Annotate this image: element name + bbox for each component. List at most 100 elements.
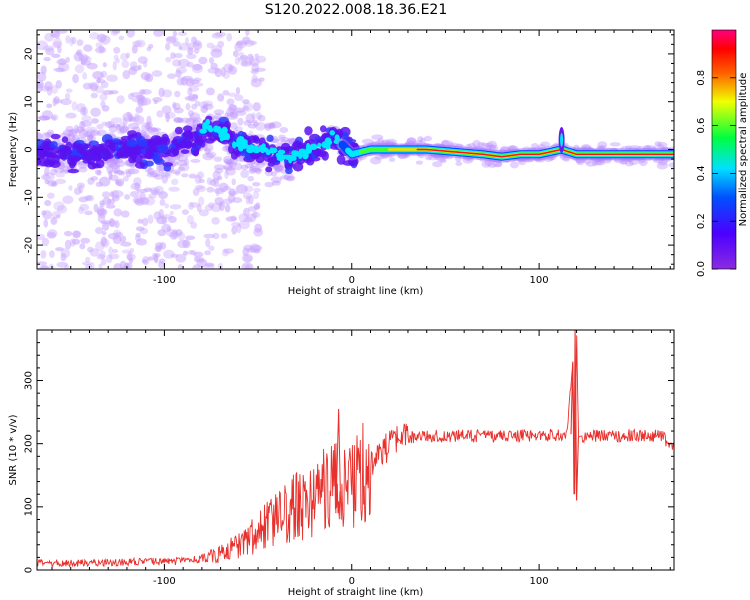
noise-mark	[182, 239, 191, 249]
noise-mark	[90, 83, 99, 92]
signal-blob	[131, 153, 143, 163]
noise-mark	[37, 131, 42, 142]
noise-mark	[90, 107, 101, 117]
signal-blob-strong	[325, 143, 331, 150]
noise-mark	[198, 209, 209, 217]
snr-peak	[335, 408, 342, 514]
noise-mark	[100, 238, 110, 248]
snr-y-tick-label: 200	[24, 434, 35, 453]
noise-mark	[242, 207, 250, 217]
halo-mark	[59, 160, 70, 168]
halo-mark	[145, 121, 153, 130]
noise-mark	[217, 93, 225, 102]
noise-mark	[60, 248, 71, 258]
noise-mark	[187, 47, 194, 55]
noise-mark	[230, 215, 237, 222]
halo-mark	[202, 103, 214, 110]
noise-mark	[244, 39, 255, 47]
noise-mark	[122, 116, 128, 127]
signal-blob	[80, 146, 87, 156]
noise-mark	[210, 62, 218, 70]
signal-blob	[101, 149, 111, 157]
noise-mark	[217, 176, 223, 181]
halo-mark	[423, 135, 433, 142]
noise-mark	[170, 253, 179, 258]
noise-mark	[110, 30, 119, 37]
colorbar-gradient	[712, 30, 736, 269]
noise-mark	[105, 204, 116, 209]
noise-mark	[108, 253, 120, 260]
noise-mark	[55, 67, 66, 73]
noise-mark	[55, 247, 64, 252]
noise-mark	[244, 216, 253, 223]
signal-blob	[47, 161, 56, 166]
noise-mark	[141, 88, 152, 95]
noise-mark	[248, 55, 255, 63]
noise-mark	[188, 173, 197, 179]
halo-mark	[204, 147, 211, 155]
halo-mark	[87, 134, 94, 141]
noise-mark	[72, 230, 81, 239]
spectrogram-y-tick-label: 10	[24, 95, 35, 108]
noise-mark	[79, 243, 86, 250]
halo-mark	[37, 115, 50, 121]
noise-mark	[234, 94, 244, 102]
snr-x-tick-label: 100	[530, 576, 549, 587]
noise-mark	[151, 189, 160, 196]
halo-mark	[213, 109, 225, 116]
signal-blob	[163, 164, 172, 172]
noise-mark	[166, 229, 178, 237]
signal-blob	[204, 138, 215, 144]
noise-mark	[126, 253, 136, 261]
noise-mark	[196, 204, 202, 213]
halo-mark	[286, 175, 296, 182]
halo-mark	[594, 160, 606, 166]
halo-mark	[109, 162, 121, 169]
noise-mark	[248, 168, 257, 174]
noise-mark	[141, 259, 148, 264]
noise-mark	[44, 81, 53, 91]
noise-mark	[252, 191, 260, 200]
noise-mark	[158, 261, 165, 269]
halo-mark	[484, 142, 494, 148]
halo-mark	[68, 133, 76, 142]
halo-mark	[76, 126, 85, 133]
noise-mark	[125, 52, 131, 59]
noise-mark	[241, 253, 254, 263]
noise-mark	[88, 81, 99, 90]
signal-blob-strong	[275, 152, 284, 158]
noise-mark	[128, 257, 134, 264]
halo-mark	[223, 166, 236, 171]
halo-mark	[177, 166, 186, 171]
noise-mark	[255, 202, 261, 210]
halo-mark	[656, 141, 668, 149]
signal-blob	[61, 136, 69, 143]
noise-mark	[132, 40, 142, 47]
signal-blob-strong	[301, 151, 309, 160]
noise-mark	[196, 185, 207, 193]
noise-mark	[43, 219, 49, 228]
noise-mark	[134, 39, 146, 48]
noise-mark	[100, 258, 107, 266]
noise-mark	[255, 55, 267, 63]
snr-x-tick-label: -100	[153, 576, 176, 587]
halo-mark	[237, 117, 244, 126]
noise-mark	[124, 193, 131, 200]
signal-blob	[49, 141, 58, 149]
colorbar-tick-label: 0.4	[696, 165, 707, 181]
noise-mark	[185, 103, 191, 111]
snr-x-tick-label: 0	[349, 576, 355, 587]
noise-mark	[218, 201, 225, 212]
noise-mark	[208, 245, 215, 251]
noise-mark	[130, 183, 141, 190]
noise-mark	[173, 52, 183, 59]
halo-mark	[226, 112, 239, 120]
noise-mark	[95, 181, 104, 187]
noise-mark	[221, 248, 230, 257]
signal-blob	[88, 140, 99, 147]
noise-mark	[113, 208, 123, 217]
snr-y-axis-label: SNR (10 * v/v)	[8, 414, 19, 485]
halo-mark	[129, 116, 136, 123]
halo-mark	[432, 161, 443, 168]
